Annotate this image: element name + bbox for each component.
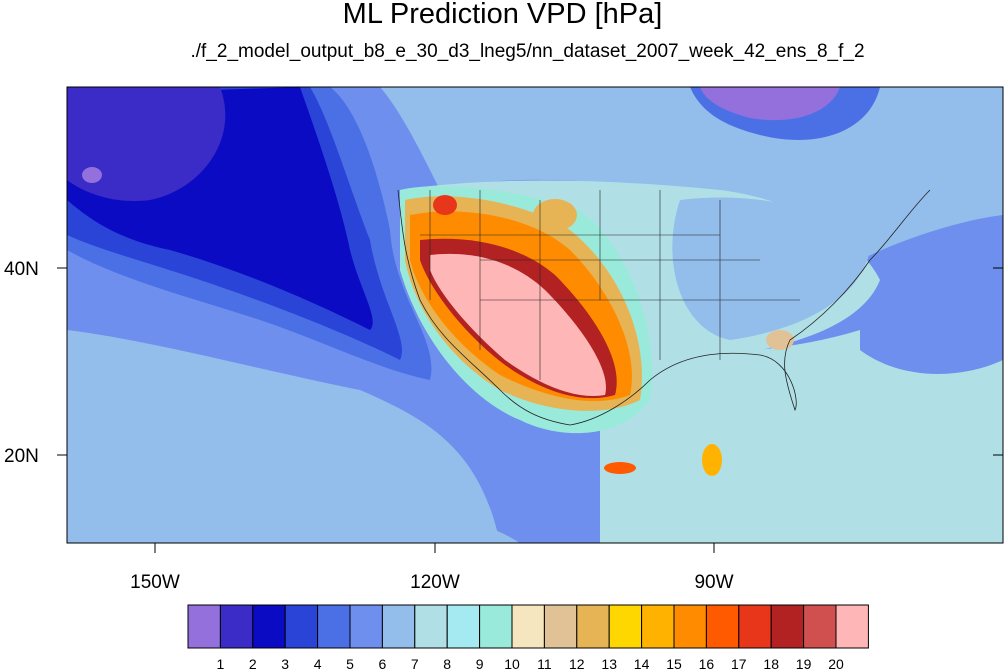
y-tick-label: 20N — [4, 446, 39, 467]
colorbar-swatch — [543, 604, 578, 649]
map-subtitle: ./f_2_model_output_b8_e_30_d3_lneg5/nn_d… — [190, 41, 865, 62]
colorbar-swatch — [770, 604, 805, 649]
colorbar-label: 20 — [828, 656, 844, 672]
contour-spot-wyoming — [533, 199, 577, 231]
colorbar-swatch — [381, 604, 416, 649]
colorbar-swatch — [608, 604, 643, 649]
colorbar-label: 17 — [731, 656, 747, 672]
coastline — [397, 189, 931, 426]
colorbar-label: 10 — [504, 656, 520, 672]
tick-marks — [57, 267, 1003, 553]
colorbar-swatch — [803, 604, 837, 649]
colorbar-label: 8 — [443, 656, 451, 672]
contour-band-20 — [430, 253, 606, 396]
colorbar-swatch — [673, 604, 707, 649]
colorbar-label: 2 — [249, 656, 257, 672]
colorbar-label: 15 — [666, 656, 682, 672]
contour-band-1b — [67, 87, 226, 201]
contour-band-7 — [67, 460, 520, 543]
x-tick-label: 150W — [130, 572, 180, 593]
colorbar-label: 4 — [314, 656, 322, 672]
y-tick-label: 40N — [4, 259, 39, 280]
colorbar-swatch — [446, 604, 481, 649]
contour-spot-hawaii — [82, 167, 102, 183]
contour-band-east — [672, 197, 870, 340]
colorbar-swatch — [705, 604, 740, 649]
colorbar-label: 6 — [379, 656, 387, 672]
colorbar-label: 1 — [217, 656, 225, 672]
map-frame — [67, 87, 1003, 543]
colorbar: 1 2 3 4 5 6 7 8 9 10 11 12 13 14 15 16 17 18 19 20 — [187, 604, 869, 672]
colorbar-swatch — [576, 604, 610, 649]
colorbar-label: 12 — [569, 656, 585, 672]
map-title: ML Prediction VPD [hPa] — [342, 0, 663, 30]
state-borders — [420, 190, 800, 380]
colorbar-label: 7 — [411, 656, 419, 672]
contour-band-canada — [380, 87, 1003, 260]
colorbar-swatch — [479, 604, 513, 649]
colorbar-swatch — [187, 604, 221, 649]
contour-spot-baja — [604, 462, 636, 474]
colorbar-label: 13 — [601, 656, 617, 672]
contour-band-hudson-core — [700, 87, 840, 121]
colorbar-label: 19 — [796, 656, 812, 672]
colorbar-swatch — [835, 604, 869, 649]
colorbar-swatch — [511, 604, 545, 649]
contour-band-atl — [860, 215, 1003, 374]
contour-spot-mexico — [702, 444, 722, 476]
colorbar-swatch — [219, 604, 254, 649]
colorbar-label: 14 — [634, 656, 650, 672]
map-border — [66, 86, 1004, 544]
contour-spot-oregon — [433, 195, 457, 215]
x-tick-label: 120W — [410, 572, 460, 593]
x-tick-label: 90W — [694, 572, 733, 593]
colorbar-label: 5 — [346, 656, 354, 672]
colorbar-swatch — [317, 604, 351, 649]
colorbar-swatch — [284, 604, 319, 649]
colorbar-swatch — [414, 604, 448, 649]
colorbar-swatch — [641, 604, 675, 649]
colorbar-swatch — [349, 604, 383, 649]
contour-spot-georgia — [766, 330, 794, 350]
colorbar-label: 18 — [763, 656, 779, 672]
colorbar-swatch — [738, 604, 772, 649]
colorbar-label: 9 — [476, 656, 484, 672]
colorbar-label: 11 — [537, 656, 552, 672]
colorbar-label: 16 — [699, 656, 715, 672]
colorbar-swatch — [252, 604, 286, 649]
colorbar-label: 3 — [281, 656, 289, 672]
